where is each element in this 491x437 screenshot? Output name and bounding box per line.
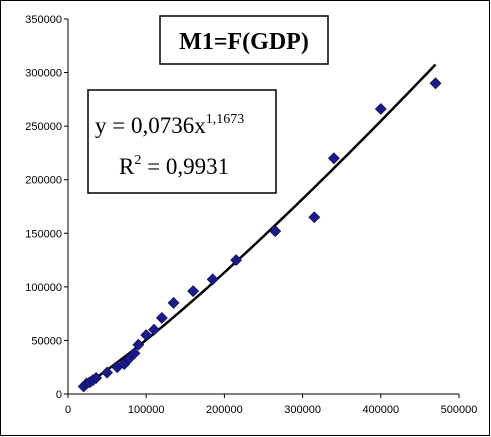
y-tick-label: 200000 xyxy=(25,175,62,187)
data-points-layer xyxy=(77,77,442,393)
data-point xyxy=(128,347,141,360)
title-box: M1=F(GDP) xyxy=(159,15,329,65)
data-point xyxy=(206,273,219,286)
data-point xyxy=(155,312,168,324)
equation-exponent: 1,1673 xyxy=(206,112,245,127)
chart-title: M1=F(GDP) xyxy=(179,29,309,55)
data-point xyxy=(374,103,387,115)
data-point xyxy=(269,225,282,238)
data-point xyxy=(101,366,114,379)
x-tick-label: 300000 xyxy=(284,404,321,416)
x-tick-label: 400000 xyxy=(362,404,399,416)
r2-prefix: R xyxy=(119,154,135,179)
data-point xyxy=(327,152,340,165)
x-tick-label: 0 xyxy=(65,404,71,416)
x-tick-label: 500000 xyxy=(441,404,478,416)
y-tick-label: 100000 xyxy=(25,282,62,294)
axes: 0 50000 100000 150000 200000 250000 300000 3500… xyxy=(25,14,477,416)
data-point xyxy=(148,323,160,336)
data-point xyxy=(90,372,103,384)
y-tick-label: 350000 xyxy=(25,14,62,26)
y-tick-label: 250000 xyxy=(25,121,62,133)
data-point xyxy=(429,77,442,90)
data-point xyxy=(187,285,200,298)
y-tick-label: 50000 xyxy=(31,335,62,347)
y-tick-label: 150000 xyxy=(25,228,62,240)
data-point xyxy=(308,211,321,224)
data-point xyxy=(140,329,153,341)
y-tick-label: 0 xyxy=(56,389,62,401)
trendline-equation: y = 0,0736x1,1673 xyxy=(95,112,244,138)
equation-box: y = 0,0736x1,1673 R2 = 0,9931 xyxy=(87,89,277,194)
x-tick-label: 100000 xyxy=(128,404,165,416)
data-point xyxy=(230,254,243,266)
r-squared: R2 = 0,9931 xyxy=(119,153,229,179)
data-point xyxy=(167,297,180,309)
data-point xyxy=(132,338,145,351)
equation-border xyxy=(87,89,277,194)
r2-exponent: 2 xyxy=(134,153,141,168)
equation-main: y = 0,0736x xyxy=(95,113,206,138)
title-border xyxy=(159,15,329,65)
r2-value: = 0,9931 xyxy=(141,154,229,179)
y-tick-label: 300000 xyxy=(25,68,62,80)
x-tick-label: 200000 xyxy=(206,404,243,416)
